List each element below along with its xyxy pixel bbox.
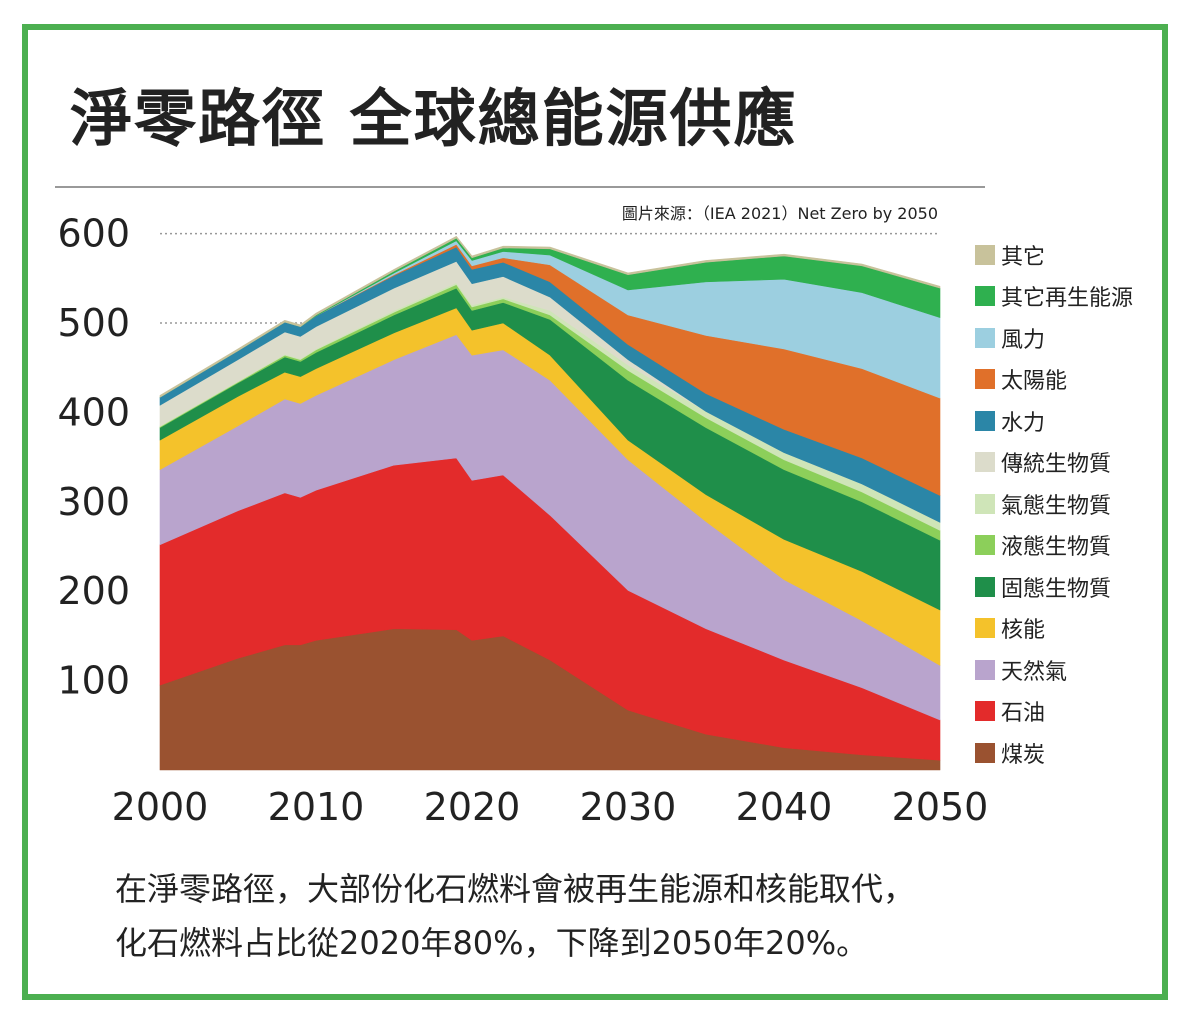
legend-item: 核能 — [975, 608, 1133, 650]
legend-swatch — [975, 742, 995, 763]
legend-label: 核能 — [1001, 618, 1046, 644]
source-note: 圖片來源：（IEA 2021）Net Zero by 2050 — [621, 204, 938, 223]
x-tick-label: 2000 — [112, 785, 209, 829]
legend-item: 石油 — [975, 691, 1133, 733]
legend-label: 其它 — [1001, 244, 1046, 270]
legend-item: 液態生物質 — [975, 525, 1133, 567]
legend-swatch — [975, 452, 995, 473]
caption-line-2: 化石燃料占比從2020年80%，下降到2050年20%。 — [115, 924, 869, 962]
caption-line-1: 在淨零路徑，大部份化石燃料會被再生能源和核能取代， — [115, 870, 916, 908]
legend-label: 石油 — [1001, 701, 1046, 727]
y-tick-label: 500 — [57, 301, 130, 345]
legend-swatch — [975, 659, 995, 680]
legend-swatch — [975, 618, 995, 639]
legend-item: 傳統生物質 — [975, 442, 1133, 484]
area-12 — [159, 235, 941, 398]
legend-label: 傳統生物質 — [1001, 452, 1112, 478]
legend-label: 風力 — [1001, 327, 1046, 353]
legend-item: 太陽能 — [975, 359, 1133, 401]
x-tick-label: 2050 — [892, 785, 989, 829]
legend-label: 液態生物質 — [1001, 535, 1112, 561]
x-tick-label: 2030 — [580, 785, 677, 829]
legend-label: 太陽能 — [1001, 369, 1068, 395]
chart-title: 淨零路徑 全球總能源供應 — [70, 82, 798, 155]
caption: 在淨零路徑，大部份化石燃料會被再生能源和核能取代， 化石燃料占比從2020年80… — [115, 862, 915, 970]
legend-label: 其它再生能源 — [1001, 286, 1134, 312]
x-tick-label: 2020 — [424, 785, 521, 829]
legend: 其它其它再生能源 風力太陽能水力傳統生物質氣態生物質液態生物質固態生物質核能天然氣… — [975, 234, 1133, 774]
legend-swatch — [975, 327, 995, 348]
legend-label: 氣態生物質 — [1001, 493, 1112, 519]
legend-item: 水力 — [975, 400, 1133, 442]
y-tick-label: 400 — [57, 390, 130, 434]
legend-swatch — [975, 576, 995, 597]
y-tick-label: 600 — [57, 212, 130, 256]
legend-swatch — [975, 701, 995, 722]
legend-item: 其它再生能源 — [975, 276, 1133, 318]
legend-item: 氣態生物質 — [975, 483, 1133, 525]
legend-item: 風力 — [975, 317, 1133, 359]
legend-swatch — [975, 535, 995, 556]
legend-item: 其它 — [975, 234, 1133, 276]
legend-label: 固態生物質 — [1001, 576, 1112, 602]
legend-label: 天然氣 — [1001, 659, 1068, 685]
green-frame — [22, 24, 1168, 1000]
legend-swatch — [975, 369, 995, 390]
legend-item: 固態生物質 — [975, 566, 1133, 608]
legend-label: 煤炭 — [1001, 742, 1046, 768]
y-tick-label: 100 — [57, 659, 130, 703]
legend-item: 煤炭 — [975, 732, 1133, 774]
y-tick-label: 200 — [57, 569, 130, 613]
y-tick-label: 300 — [57, 480, 130, 524]
legend-swatch — [975, 244, 995, 265]
title-divider — [55, 186, 985, 188]
legend-swatch — [975, 286, 995, 307]
x-tick-label: 2010 — [268, 785, 365, 829]
legend-swatch — [975, 410, 995, 431]
x-tick-label: 2040 — [736, 785, 833, 829]
legend-label: 水力 — [1001, 410, 1046, 436]
legend-swatch — [975, 493, 995, 514]
legend-item: 天然氣 — [975, 649, 1133, 691]
